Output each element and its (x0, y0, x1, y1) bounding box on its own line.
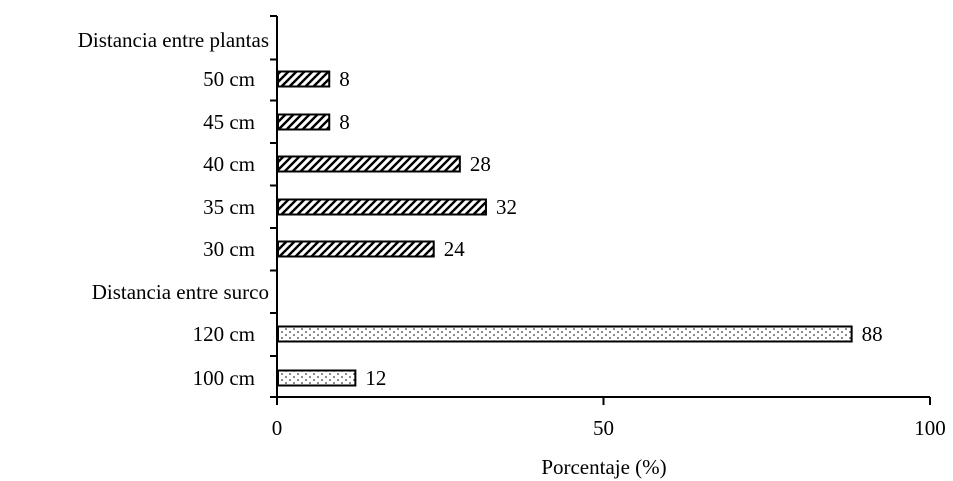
bar (277, 198, 487, 216)
x-tick-label: 0 (272, 416, 283, 440)
x-axis-title: Porcentaje (%) (541, 455, 666, 479)
y-category-label: 100 cm (193, 366, 255, 390)
y-category-label: 120 cm (193, 322, 255, 346)
bar (277, 155, 461, 173)
labels: 0 50 100 Distancia entre plantas 50 cm 8 45 cm… (78, 28, 946, 440)
y-category-label: 30 cm (203, 237, 255, 261)
bar (277, 113, 331, 131)
x-tick-label: 50 (593, 416, 614, 440)
x-tick-label: 100 (914, 416, 946, 440)
bar (277, 325, 853, 343)
data-label: 32 (496, 195, 517, 219)
bar (277, 369, 357, 387)
data-label: 12 (365, 366, 386, 390)
y-category-label: 35 cm (203, 195, 255, 219)
data-label: 8 (339, 110, 350, 134)
bar (277, 70, 331, 88)
group-header-label: Distancia entre plantas (78, 28, 269, 52)
group-header-label: Distancia entre surco (92, 280, 269, 304)
data-label: 24 (444, 237, 466, 261)
bars (277, 70, 853, 387)
data-label: 88 (862, 322, 883, 346)
bar (277, 240, 435, 258)
data-label: 28 (470, 152, 491, 176)
data-label: 8 (339, 67, 350, 91)
y-category-label: 45 cm (203, 110, 255, 134)
y-category-label: 50 cm (203, 67, 255, 91)
y-category-label: 40 cm (203, 152, 255, 176)
